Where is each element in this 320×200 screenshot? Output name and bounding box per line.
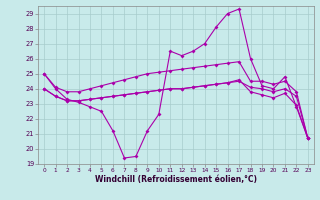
X-axis label: Windchill (Refroidissement éolien,°C): Windchill (Refroidissement éolien,°C): [95, 175, 257, 184]
